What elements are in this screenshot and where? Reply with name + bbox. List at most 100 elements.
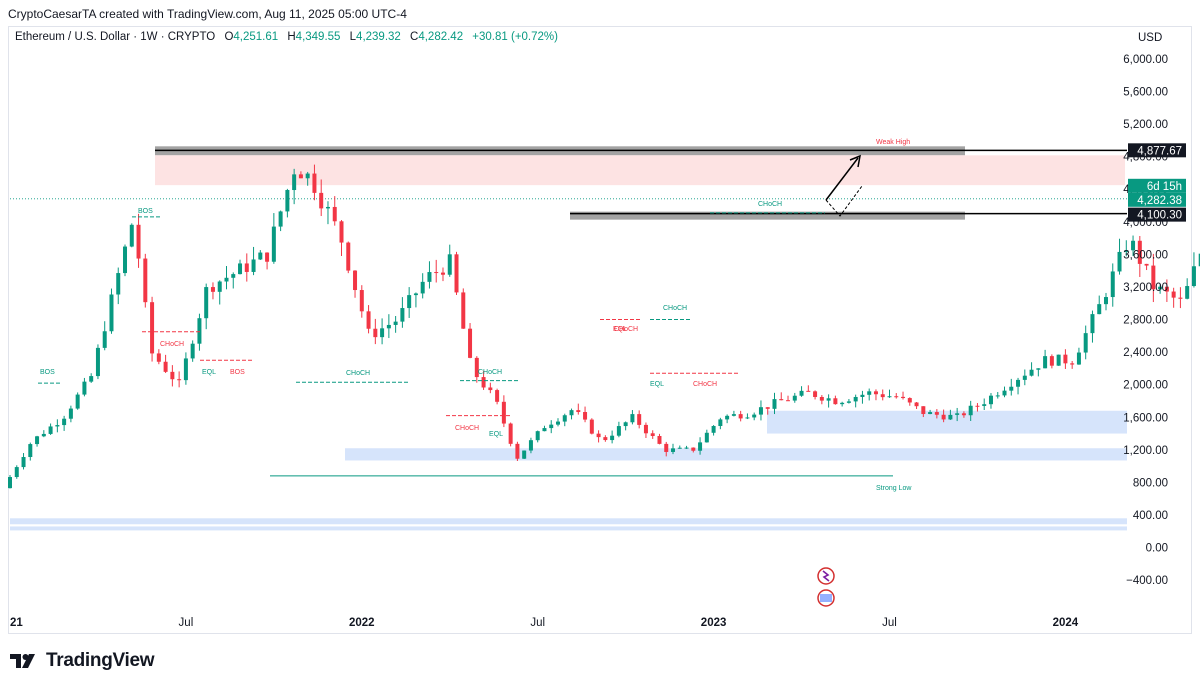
candle-body xyxy=(1022,375,1027,380)
candle-body xyxy=(806,390,811,392)
choch-label-5: CHoCH xyxy=(614,326,638,333)
candle-body xyxy=(380,328,385,338)
candle-body xyxy=(948,414,953,420)
candle-body xyxy=(691,447,696,451)
chart-panel[interactable] xyxy=(8,26,1192,634)
price-tick-label: 3,200.00 xyxy=(1123,282,1168,294)
candle-body xyxy=(82,381,87,395)
candle-body xyxy=(1164,286,1169,292)
candle-body xyxy=(312,173,317,193)
candle-body xyxy=(664,443,669,452)
candle-body xyxy=(62,418,67,426)
time-tick-label: 21 xyxy=(10,617,23,629)
candle-body xyxy=(150,302,155,354)
deep-demand-zone-1 xyxy=(10,518,1127,525)
candle-body xyxy=(278,211,283,227)
candle-body xyxy=(934,412,939,415)
candle-body xyxy=(772,399,777,409)
candle-body xyxy=(1144,263,1149,266)
candle-body xyxy=(515,443,520,459)
candle-body xyxy=(481,377,486,388)
close-value: 4,282.42 xyxy=(418,31,464,43)
candle-body xyxy=(684,447,689,449)
candle-body xyxy=(183,358,188,381)
candle-body xyxy=(1158,286,1163,290)
candle-body xyxy=(298,174,303,179)
choch-label-7: CHoCH xyxy=(693,381,717,388)
candle-body xyxy=(657,436,662,444)
candle-body xyxy=(813,391,818,397)
price-tick-label: 5,200.00 xyxy=(1123,119,1168,131)
candle-body xyxy=(826,398,831,401)
candle-body xyxy=(643,424,648,434)
candle-body xyxy=(1043,356,1048,369)
last-price-label-badge xyxy=(1128,192,1186,207)
candle-body xyxy=(873,391,878,395)
candle-body xyxy=(765,407,770,409)
candle-body xyxy=(177,379,182,381)
candle-body xyxy=(197,318,202,344)
candle-body xyxy=(779,399,784,401)
candle-body xyxy=(975,405,980,407)
choch-label-6: CHoCH xyxy=(663,305,687,312)
candle-body xyxy=(562,415,567,422)
bar-timer-label: 6d 15h xyxy=(1147,181,1182,193)
candle-body xyxy=(603,437,608,441)
candle-body xyxy=(116,273,121,295)
candle-body xyxy=(123,246,128,274)
us-flag-icon xyxy=(820,594,832,602)
candle-body xyxy=(880,394,885,398)
candle-body xyxy=(853,396,858,402)
price-tick-label: 2,800.00 xyxy=(1123,315,1168,327)
currency-label[interactable]: USD xyxy=(1138,32,1163,44)
candle-body xyxy=(231,274,236,278)
candle-body xyxy=(528,440,533,451)
price-labels-layer: 4,877.67 6d 15h 4,282.38 4,100.30 xyxy=(1128,143,1186,222)
candle-body xyxy=(1185,286,1190,299)
symbol-title[interactable]: Ethereum / U.S. Dollar · 1W · CRYPTO xyxy=(15,31,216,43)
candle-body xyxy=(650,433,655,437)
candle-body xyxy=(677,447,682,449)
candle-body xyxy=(921,406,926,415)
candle-body xyxy=(400,308,405,322)
eql-label-2: EQL xyxy=(489,431,503,438)
candle-body xyxy=(1110,271,1115,298)
candle-body xyxy=(1090,314,1095,334)
candle-body xyxy=(758,407,763,415)
candle-body xyxy=(102,331,107,348)
candle-body xyxy=(1036,368,1041,370)
strong-low-label: Strong Low xyxy=(876,485,912,492)
candle-body xyxy=(738,414,743,419)
candle-body xyxy=(319,192,324,209)
candle-body xyxy=(1191,266,1196,287)
price-tick-label: 3,600.00 xyxy=(1123,249,1168,261)
candle-body xyxy=(555,421,560,425)
candle-body xyxy=(698,442,703,451)
change-value: +30.81 (+0.72%) xyxy=(472,31,558,43)
price-tick-label: 2,400.00 xyxy=(1123,347,1168,359)
candle-body xyxy=(623,422,628,427)
price-tick-label: 800.00 xyxy=(1133,477,1168,489)
candle-body xyxy=(725,415,730,420)
candle-body xyxy=(1009,386,1014,391)
weak-high-label: Weak High xyxy=(876,139,910,146)
candle-body xyxy=(1076,352,1081,365)
candle-body xyxy=(251,259,256,272)
candle-body xyxy=(136,224,141,259)
candle-body xyxy=(833,398,838,405)
candle-body xyxy=(1178,297,1183,299)
candles-layer xyxy=(8,164,1200,489)
time-tick-label: Jul xyxy=(530,617,545,629)
candle-body xyxy=(596,433,601,438)
price-tick-label: 1,200.00 xyxy=(1123,445,1168,457)
candle-body xyxy=(955,413,960,415)
candle-body xyxy=(41,433,46,437)
tradingview-brand[interactable]: TradingView xyxy=(46,650,155,671)
candle-body xyxy=(366,311,371,329)
candle-body xyxy=(549,424,554,429)
candle-body xyxy=(1124,250,1129,252)
author-credit: CryptoCaesarTA created with TradingView.… xyxy=(8,7,407,21)
candle-body xyxy=(542,428,547,432)
lightning-icon xyxy=(822,570,830,582)
